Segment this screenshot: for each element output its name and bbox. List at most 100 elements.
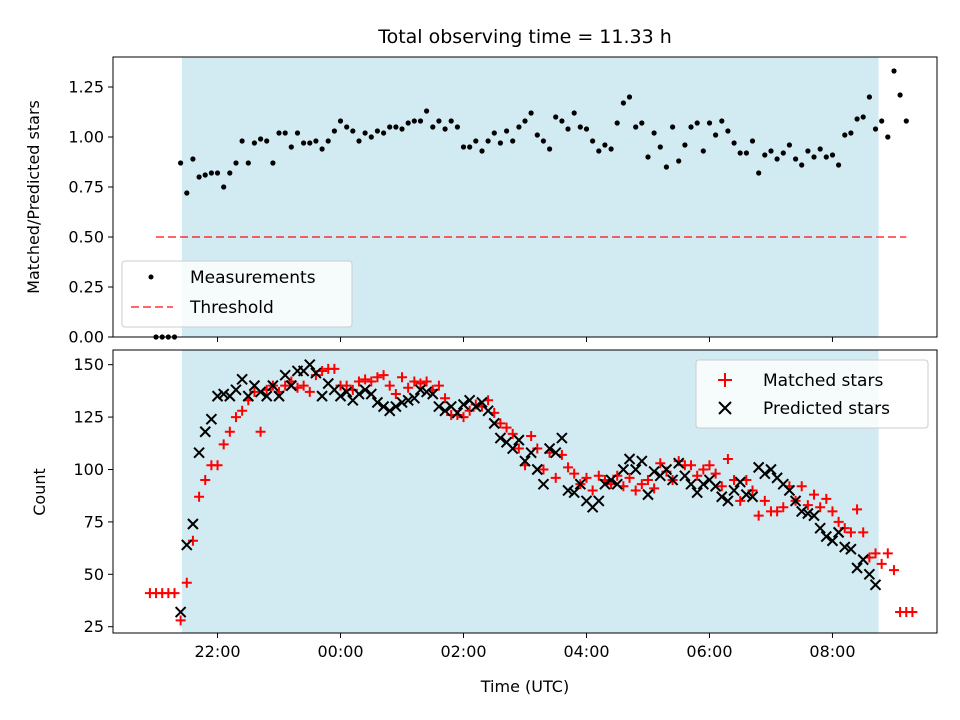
predicted-star-marker (353, 388, 365, 400)
matched-star-marker (378, 370, 389, 381)
matched-star-marker (550, 472, 561, 483)
y-tick-label: 1.00 (68, 128, 104, 147)
predicted-star-marker (845, 543, 857, 555)
measurement-point (411, 118, 417, 124)
matched-star-marker (870, 548, 881, 559)
y-tick-label: 1.25 (68, 78, 104, 97)
predicted-star-marker (396, 396, 408, 409)
measurement-point (633, 124, 639, 130)
top-plot-frame (112, 56, 938, 338)
predicted-star-marker (697, 478, 710, 490)
matched-star-marker (218, 439, 229, 450)
matched-star-marker (759, 495, 770, 506)
measurement-point (639, 120, 645, 126)
measurement-point (713, 132, 719, 138)
predicted-star-marker (679, 470, 691, 482)
measurement-point (657, 144, 663, 150)
x-tick-label: 06:00 (686, 642, 732, 661)
matched-star-marker (907, 607, 918, 618)
matched-star-marker (194, 491, 205, 502)
predicted-star-marker (181, 539, 193, 551)
matched-star-marker (858, 527, 869, 538)
matched-star-marker (581, 472, 592, 483)
measurement-point (184, 190, 190, 196)
measurement-point (399, 126, 405, 132)
matched-star-marker (329, 363, 340, 374)
measurement-point (725, 128, 731, 134)
measurement-point (356, 138, 362, 144)
predicted-star-marker (746, 491, 759, 503)
bottom-y-axis-label: Count (30, 468, 49, 516)
measurement-point (694, 120, 700, 126)
predicted-star-marker (593, 495, 605, 507)
top-panel: 0.00 0.25 0.50 0.75 1.00 1.25 Matched/Predict… (24, 56, 938, 347)
matched-star-marker (882, 548, 893, 559)
measurement-point (264, 138, 270, 144)
matched-star-marker (888, 565, 899, 576)
measurement-point (460, 144, 467, 150)
measurement-point (620, 100, 627, 106)
measurement-point (811, 154, 817, 160)
matched-star-marker (440, 393, 451, 404)
measurement-point (313, 138, 319, 144)
measurement-point (233, 160, 239, 166)
predicted-star-marker (334, 390, 347, 402)
measurement-point (387, 124, 393, 130)
predicted-star-marker (433, 400, 445, 413)
predicted-star-marker (365, 388, 377, 400)
predicted-star-marker (506, 442, 519, 455)
measurement-point (442, 126, 448, 132)
predicted-star-marker (611, 478, 623, 490)
legend-measurements-marker (148, 274, 154, 280)
measurement-point (836, 162, 842, 168)
matched-star-marker (237, 405, 248, 416)
measurement-point (885, 134, 891, 140)
measurement-point (805, 148, 811, 154)
measurement-point (799, 162, 805, 168)
y-tick-label: 0.00 (68, 328, 104, 347)
predicted-star-marker (408, 392, 421, 404)
predicted-star-marker (310, 367, 322, 379)
matched-star-marker (802, 500, 813, 511)
matched-star-marker (624, 472, 635, 483)
predicted-star-marker (427, 388, 439, 400)
measurement-point (854, 116, 860, 122)
legend-predicted-marker (718, 401, 732, 415)
measurement-point (344, 124, 350, 130)
measurement-point (793, 156, 799, 162)
measurement-point (756, 170, 762, 176)
matched-star-marker (772, 506, 783, 517)
measurement-point (774, 156, 780, 162)
measurement-point (504, 128, 510, 134)
predicted-star-marker (537, 478, 550, 490)
matched-star-marker (298, 380, 309, 391)
measurement-point (786, 142, 793, 148)
matched-star-marker (538, 464, 549, 475)
predicted-star-marker (340, 386, 353, 398)
predicted-star-marker (851, 562, 863, 574)
predicted-star-marker (660, 463, 673, 476)
matched-star-marker (421, 376, 432, 387)
predicted-star-marker (562, 484, 574, 497)
measurement-point (510, 138, 516, 144)
matched-star-marker (722, 454, 733, 465)
matched-star-marker (224, 426, 235, 437)
predicted-star-marker (685, 478, 697, 490)
measurement-point (768, 148, 774, 154)
measurement-point (731, 140, 737, 146)
measurement-point (749, 138, 756, 144)
matched-star-marker (304, 386, 315, 397)
measurement-point (251, 140, 257, 146)
measurement-point (879, 118, 885, 124)
measurement-point (670, 124, 676, 130)
measurement-point (331, 128, 337, 134)
measurement-point (424, 108, 430, 114)
measurement-point (430, 124, 436, 130)
predicted-star-marker (568, 486, 580, 499)
measurement-point (417, 118, 424, 124)
predicted-star-marker (414, 384, 427, 396)
matched-star-marker (710, 468, 721, 479)
measurement-point (467, 144, 473, 150)
predicted-star-marker (199, 426, 211, 438)
measurement-point (270, 160, 276, 166)
